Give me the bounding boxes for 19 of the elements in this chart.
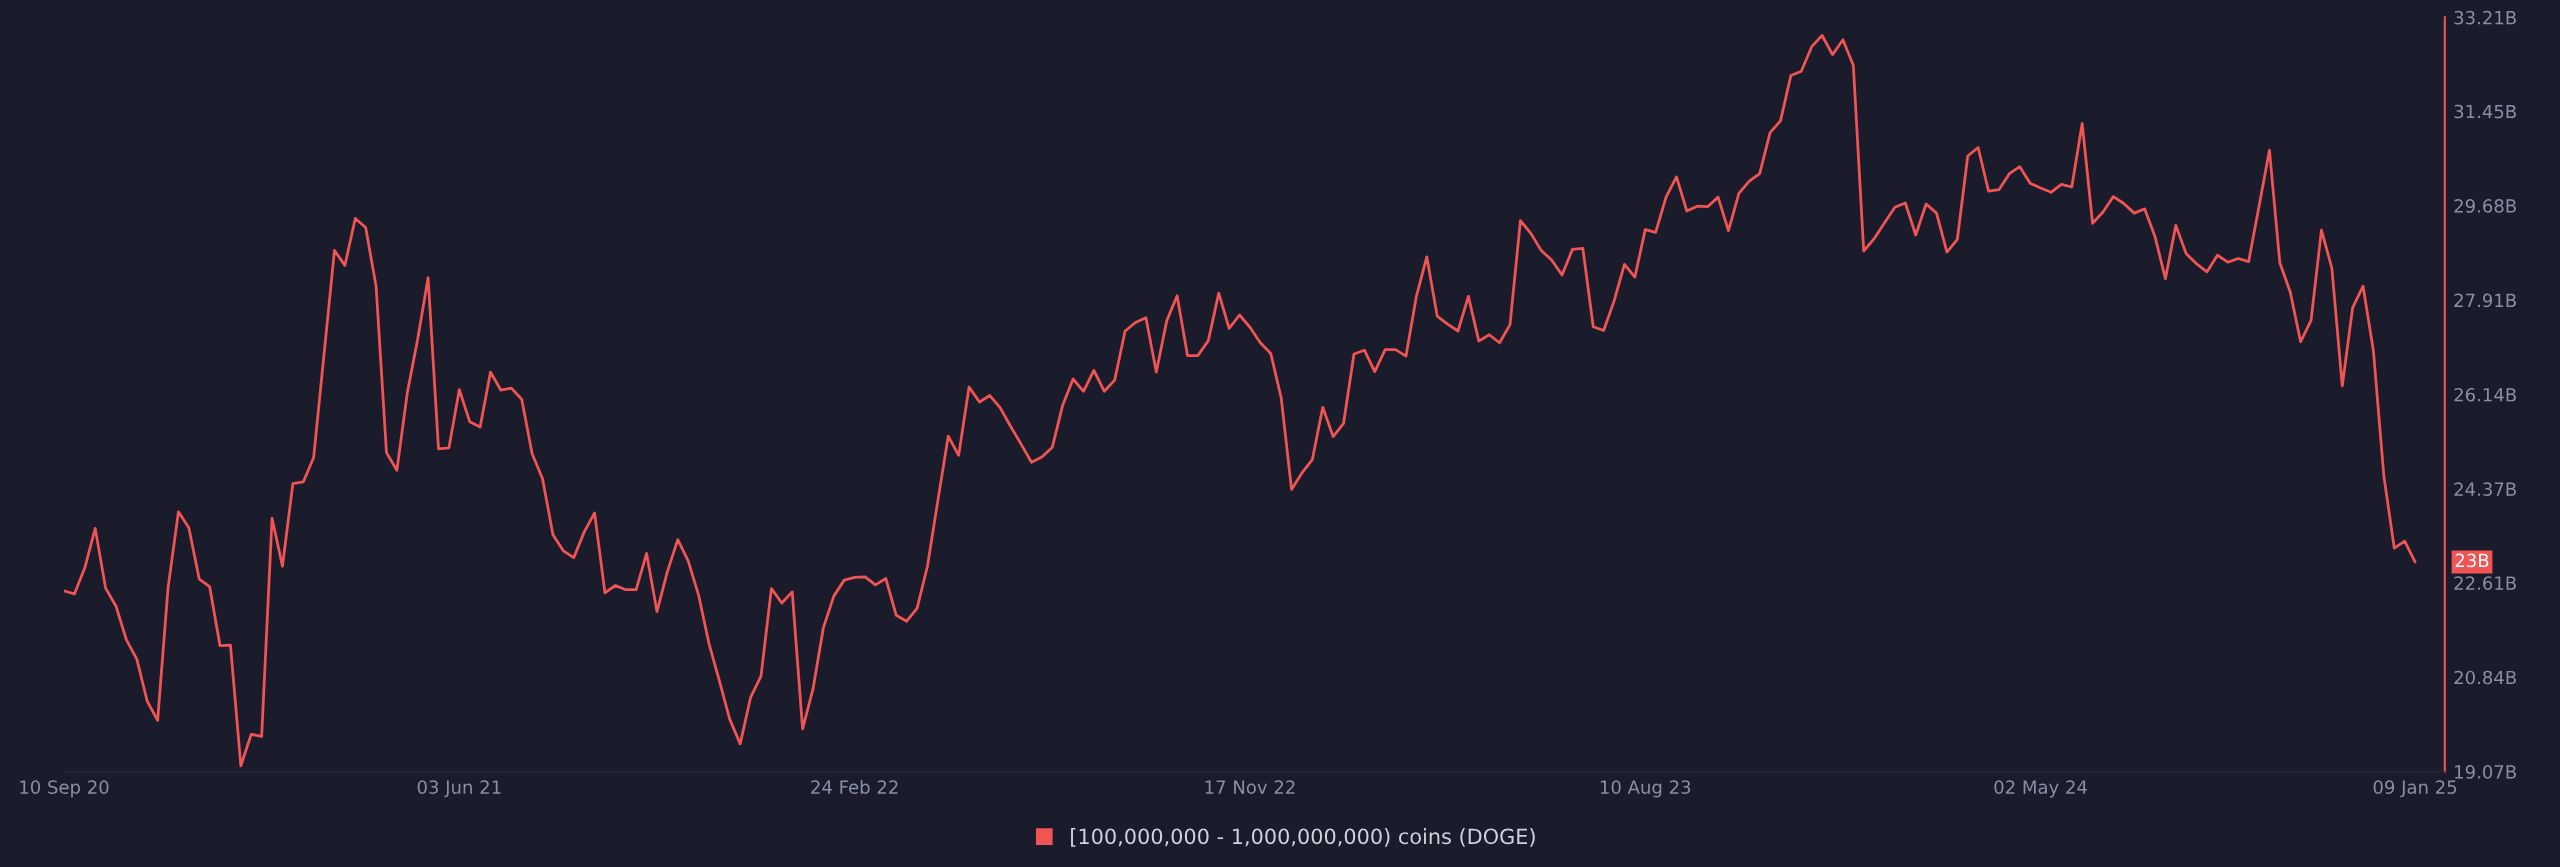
- y-tick-label: 31.45B: [2454, 104, 2516, 119]
- legend-label: [100,000,000 - 1,000,000,000) coins (DOGE): [1071, 828, 1535, 847]
- y-tick-label: 22.61B: [2454, 576, 2516, 590]
- y-tick-label: 27.91B: [2454, 293, 2516, 308]
- y-tick-label: 19.07B: [2455, 765, 2516, 779]
- x-tick-label: 02 May 24: [1994, 780, 2087, 798]
- x-tick-label: 10 Aug 23: [1600, 780, 1691, 798]
- y-tick-label: 29.68B: [2454, 199, 2516, 213]
- y-tick-label: 33.21B: [2454, 10, 2516, 25]
- y-tick-label: 24.37B: [2454, 482, 2516, 497]
- x-tick-label: 03 Jun 21: [417, 780, 501, 798]
- y-tick-label: 26.14B: [2454, 387, 2516, 402]
- x-tick-label: 17 Nov 22: [1205, 780, 1295, 794]
- y-tick-label: 20.84B: [2454, 670, 2516, 685]
- annotation: 23B: [2455, 553, 2489, 568]
- x-tick-label: 10 Sep 20: [20, 780, 109, 798]
- line-series: [64, 34, 2417, 768]
- x-tick-label: 24 Feb 22: [811, 779, 898, 794]
- x-tick-label: 09 Jan 25: [2373, 780, 2457, 798]
